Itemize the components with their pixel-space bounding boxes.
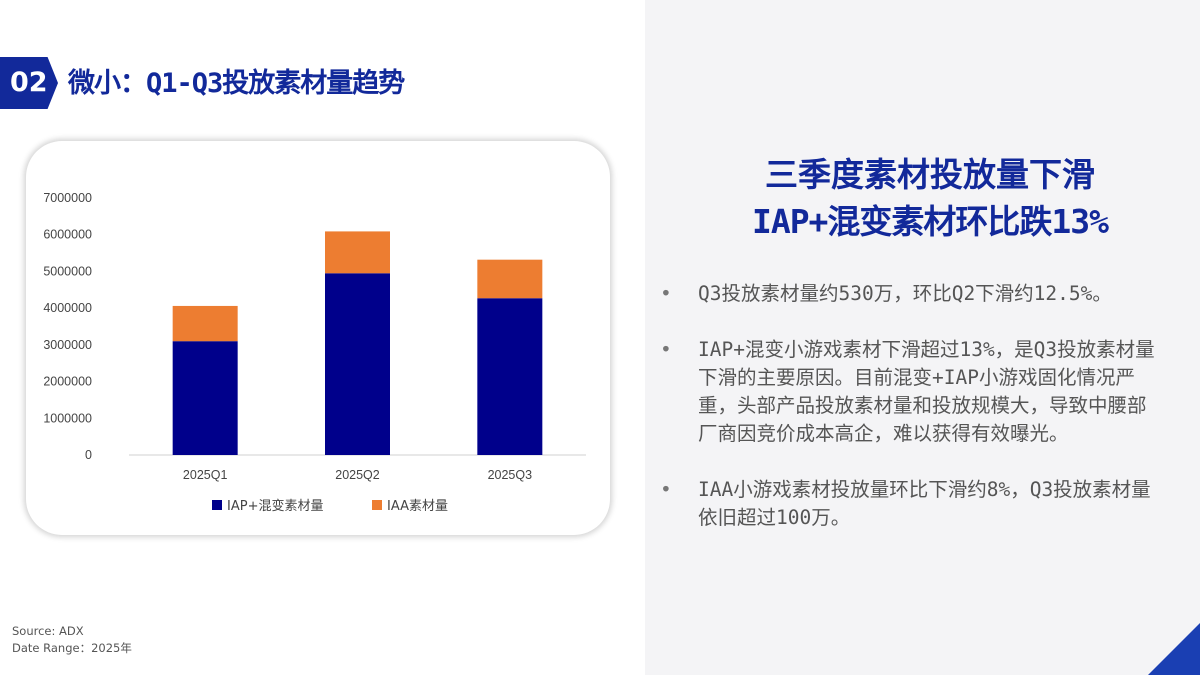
source-note: Source: ADX — [12, 624, 84, 638]
bullet-dot: • — [660, 282, 672, 305]
bullet-dot: • — [660, 478, 672, 501]
legend-label: IAP+混变素材量 — [227, 498, 323, 514]
bullet-list: • Q3投放素材量约530万，环比Q2下滑约12.5%。 • IAP+混变小游戏… — [660, 280, 1160, 560]
y-tick-label: 3000000 — [43, 338, 92, 352]
bar-segment — [325, 273, 390, 455]
headline-line2: IAP+混变素材环比跌13% — [751, 202, 1109, 241]
bullet-text: IAA小游戏素材投放量环比下滑约8%，Q3投放素材量依旧超过100万。 — [698, 478, 1151, 529]
bullet-text: IAP+混变小游戏素材下滑超过13%，是Q3投放素材量下滑的主要原因。目前混变+… — [698, 338, 1155, 445]
y-tick-label: 5000000 — [43, 264, 92, 278]
bar-segment — [477, 259, 543, 299]
section-title: 微小：Q1-Q3投放素材量趋势 — [68, 68, 405, 99]
legend-label: IAA素材量 — [387, 499, 448, 514]
bar-segment — [325, 231, 390, 274]
bullet-text: Q3投放素材量约530万，环比Q2下滑约12.5%。 — [698, 282, 1112, 305]
y-tick-label: 7000000 — [43, 191, 92, 205]
bar-segment — [172, 341, 238, 455]
date-range-note: Date Range：2025年 — [12, 641, 132, 655]
chart-card: 0 1000000 2000000 3000000 4000000 5000000 6000… — [26, 141, 610, 535]
y-tick-label: 0 — [85, 448, 92, 462]
bar-segment — [477, 298, 543, 455]
section-number-badge: 02 — [0, 57, 58, 109]
stacked-bar-chart: 0 1000000 2000000 3000000 4000000 5000000 6000… — [43, 191, 586, 514]
headline-line1: 三季度素材投放量下滑 — [765, 155, 1095, 194]
y-tick-label: 1000000 — [43, 411, 92, 425]
x-tick-label: 2025Q1 — [183, 468, 228, 482]
bullet-item: • Q3投放素材量约530万，环比Q2下滑约12.5%。 — [660, 280, 1160, 308]
bullet-item: • IAP+混变小游戏素材下滑超过13%，是Q3投放素材量下滑的主要原因。目前混… — [660, 336, 1160, 448]
right-panel — [645, 0, 1200, 675]
bar-segment — [172, 305, 238, 342]
legend-swatch — [212, 500, 222, 510]
x-tick-label: 2025Q3 — [488, 468, 533, 482]
bullet-dot: • — [660, 338, 672, 361]
corner-decoration — [1148, 623, 1200, 675]
y-tick-label: 4000000 — [43, 301, 92, 315]
y-tick-label: 6000000 — [43, 228, 92, 242]
legend-swatch — [372, 500, 382, 510]
y-tick-label: 2000000 — [43, 375, 92, 389]
bullet-item: • IAA小游戏素材投放量环比下滑约8%，Q3投放素材量依旧超过100万。 — [660, 476, 1160, 532]
x-tick-label: 2025Q2 — [335, 468, 380, 482]
